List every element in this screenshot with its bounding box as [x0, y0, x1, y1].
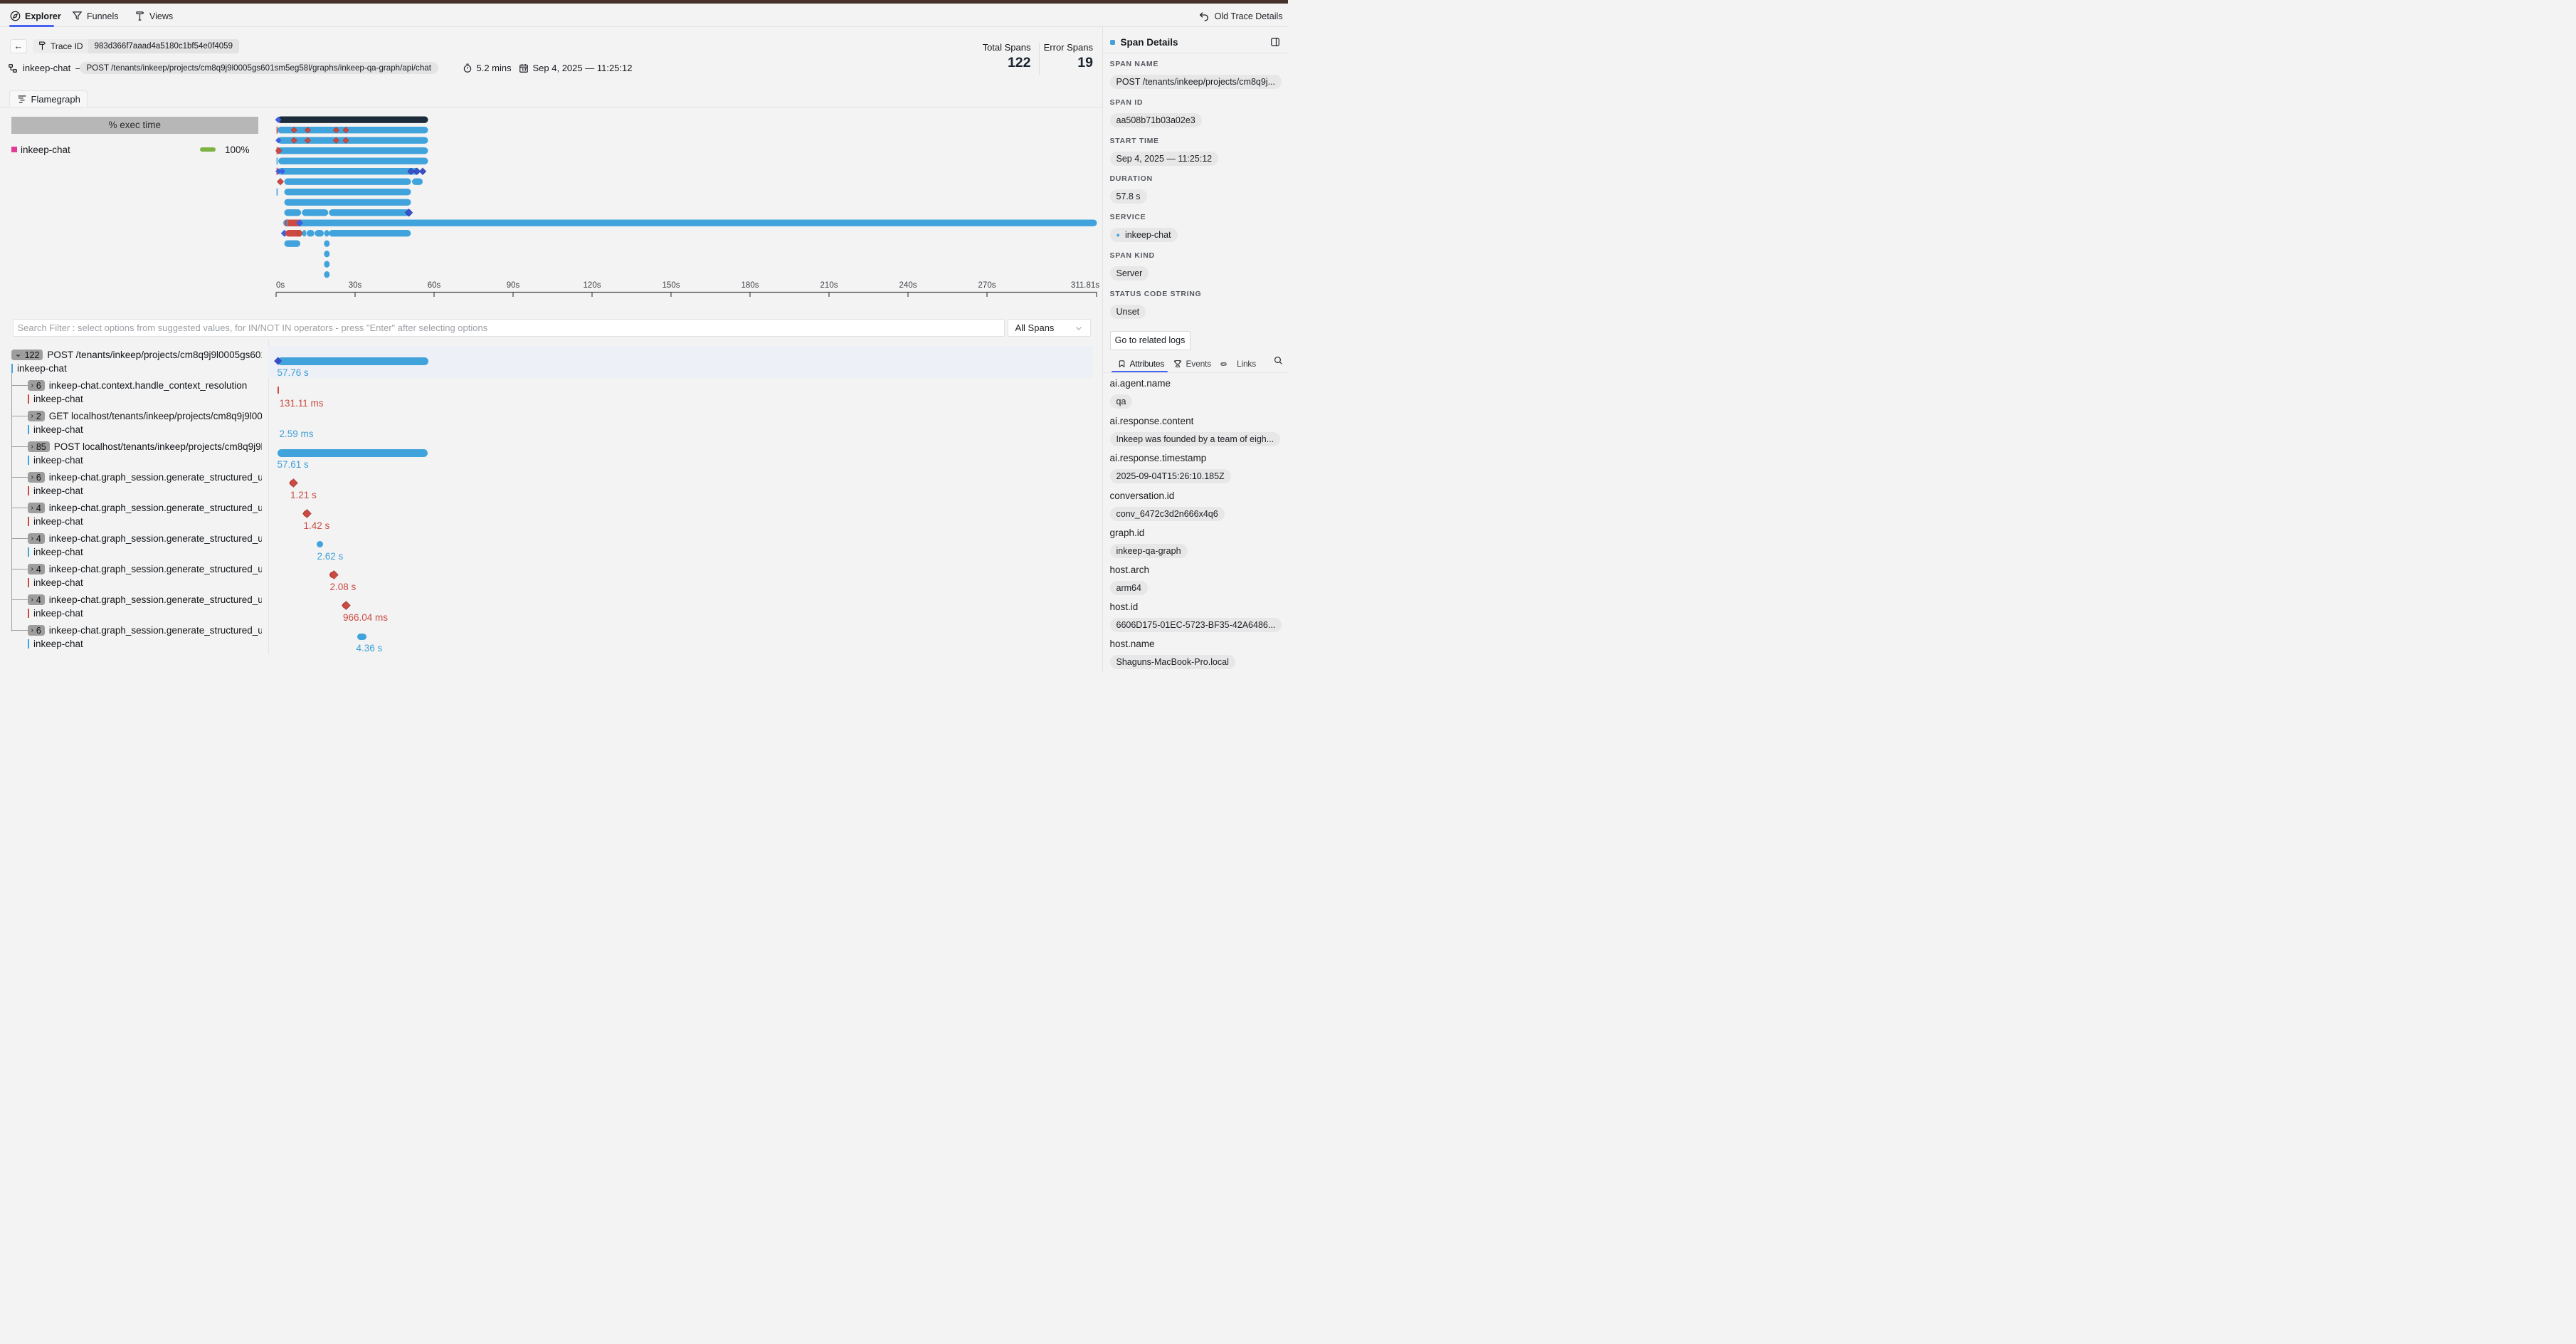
svg-text:270s: 270s — [978, 281, 996, 290]
svg-text:180s: 180s — [741, 281, 759, 290]
svg-text:311.81s: 311.81s — [1071, 281, 1099, 290]
svg-text:90s: 90s — [507, 281, 520, 290]
svg-text:30s: 30s — [349, 281, 362, 290]
svg-text:210s: 210s — [820, 281, 838, 290]
svg-text:0s: 0s — [276, 281, 285, 290]
svg-text:240s: 240s — [899, 281, 917, 290]
svg-text:120s: 120s — [584, 281, 601, 290]
svg-text:60s: 60s — [428, 281, 441, 290]
svg-text:150s: 150s — [663, 281, 680, 290]
